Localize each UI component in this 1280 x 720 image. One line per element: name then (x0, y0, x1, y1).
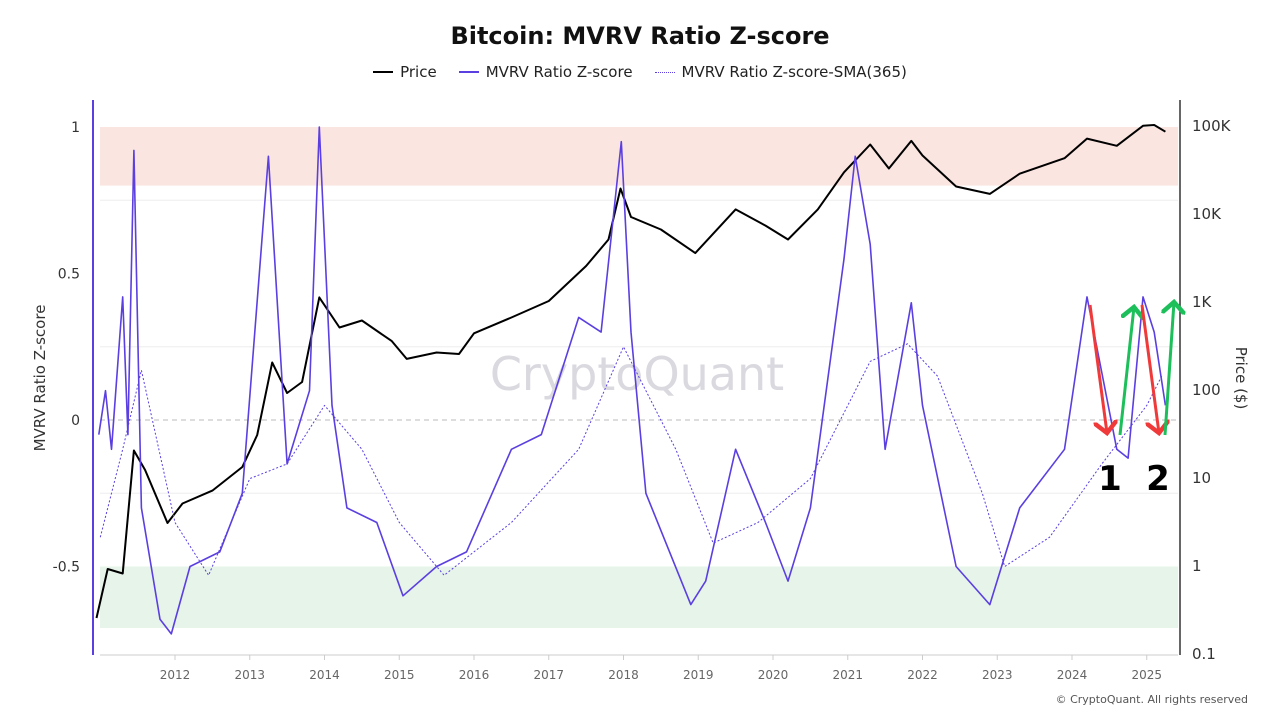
y-right-tick-label: 1 (1192, 557, 1202, 575)
legend: Price MVRV Ratio Z-score MVRV Ratio Z-sc… (0, 63, 1280, 81)
x-tick-label: 2025 (1131, 668, 1162, 682)
up-arrow-2 (1165, 302, 1174, 436)
x-tick-label: 2021 (832, 668, 863, 682)
legend-swatch-zscore (458, 71, 479, 73)
x-tick-label: 2014 (309, 668, 340, 682)
y-left-tick-label: 1 (71, 120, 80, 136)
down-arrow-2 (1140, 304, 1159, 433)
y-right-tick-label: 1K (1192, 293, 1213, 311)
legend-label: Price (400, 63, 437, 81)
y-left-tick-label: 0.5 (58, 267, 80, 283)
zscore-line (98, 126, 1167, 635)
annotation-label-1: 1 (1098, 459, 1122, 499)
legend-swatch-price (373, 71, 394, 73)
legend-item-sma[interactable]: MVRV Ratio Z-score-SMA(365) (654, 63, 907, 81)
x-tick-label: 2013 (234, 668, 265, 682)
x-tick-label: 2016 (459, 668, 490, 682)
x-tick-label: 2022 (907, 668, 938, 682)
copyright: © CryptoQuant. All rights reserved (1055, 693, 1248, 706)
y-right-axis-label: Price ($) (1232, 347, 1250, 410)
legend-swatch-sma (654, 71, 675, 73)
overheated-zone (100, 127, 1178, 186)
legend-item-zscore[interactable]: MVRV Ratio Z-score (458, 63, 633, 81)
up-arrow-1 (1118, 307, 1134, 436)
x-tick-label: 2020 (758, 668, 789, 682)
y-left-axis-label: MVRV Ratio Z-score (31, 305, 49, 452)
y-right-tick-label: 100K (1192, 117, 1232, 135)
down-arrow-1 (1088, 304, 1107, 433)
oversold-zone (100, 566, 1178, 629)
legend-label: MVRV Ratio Z-score (485, 63, 633, 81)
x-tick-label: 2012 (160, 668, 191, 682)
x-tick-label: 2023 (982, 668, 1013, 682)
legend-item-price[interactable]: Price (373, 63, 437, 81)
legend-label: MVRV Ratio Z-score-SMA(365) (681, 63, 907, 81)
y-left-tick-label: 0 (71, 413, 80, 429)
price-line (95, 124, 1166, 619)
y-right-tick-label: 10K (1192, 205, 1222, 223)
annotation-label-2: 2 (1146, 459, 1170, 499)
y-right-tick-label: 100 (1192, 381, 1221, 399)
y-left-tick-label: -0.5 (53, 560, 80, 576)
x-tick-label: 2019 (683, 668, 714, 682)
y-right-tick-label: 10 (1192, 469, 1211, 487)
y-right-tick-label: 0.1 (1192, 645, 1216, 663)
x-tick-label: 2024 (1057, 668, 1088, 682)
chart-title: Bitcoin: MVRV Ratio Z-score (450, 22, 830, 50)
x-tick-label: 2018 (608, 668, 639, 682)
x-tick-label: 2017 (533, 668, 564, 682)
zscore-sma-line (99, 343, 1163, 576)
x-tick-label: 2015 (384, 668, 415, 682)
